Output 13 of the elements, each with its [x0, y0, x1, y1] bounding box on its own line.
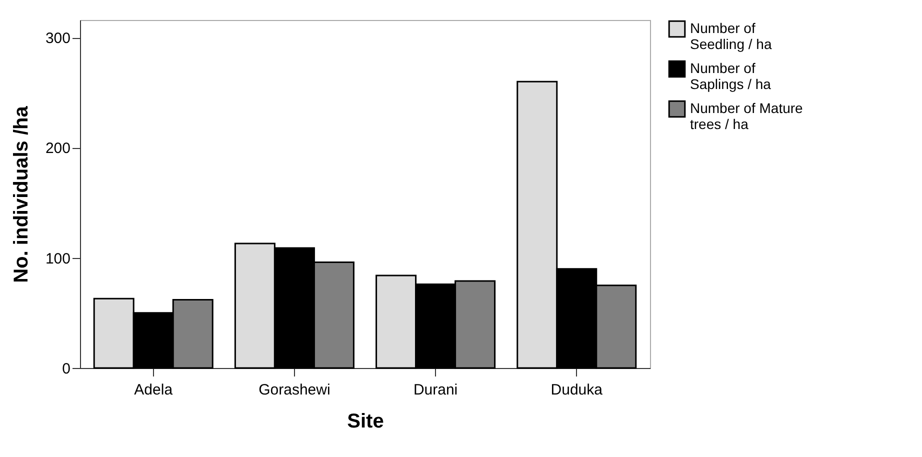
x-tick-label: Duduka [550, 382, 604, 398]
legend-label: Number of Mature trees / ha [690, 100, 804, 132]
x-tick-label: Gorashewi [258, 382, 330, 398]
y-tick-label: 100 [45, 250, 70, 268]
x-axis-title: Site [347, 410, 384, 432]
y-tick-label: 200 [45, 140, 70, 158]
y-tick-label: 300 [45, 30, 70, 48]
x-tick-label: Adela [134, 382, 174, 398]
legend-label: Number of Saplings / ha [690, 60, 772, 92]
y-axis-title: No. individuals /ha [10, 105, 32, 283]
y-tick-label: 0 [62, 360, 70, 378]
x-tick-label: Durani [413, 382, 458, 398]
legend-label: Number of Seedling / ha [690, 20, 772, 52]
